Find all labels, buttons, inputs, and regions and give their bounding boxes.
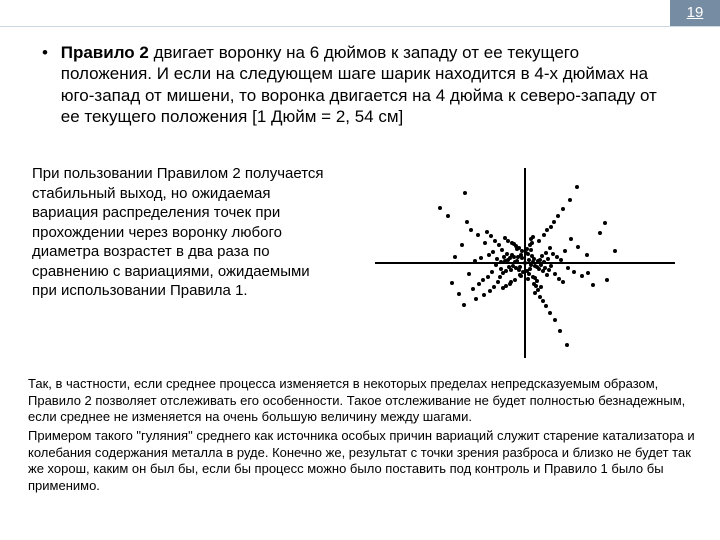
- rule-bullet: • Правило 2 двигает воронку на 6 дюймов …: [42, 42, 682, 127]
- page-number: 19: [670, 0, 720, 26]
- middle-row: При пользовании Правилом 2 получается ст…: [32, 164, 692, 366]
- bullet-marker: •: [42, 42, 56, 63]
- mid-paragraph: При пользовании Правилом 2 получается ст…: [32, 164, 332, 301]
- bottom-paragraph-2: Примером такого "гуляния" среднего как и…: [28, 428, 698, 495]
- bullet-bold-lead: Правило 2: [61, 43, 149, 62]
- bullet-rest: двигает воронку на 6 дюймов к западу от …: [61, 43, 657, 126]
- header-bar: 19: [0, 0, 720, 27]
- bottom-text: Так, в частности, если среднее процесса …: [28, 376, 698, 496]
- bottom-paragraph-1: Так, в частности, если среднее процесса …: [28, 376, 698, 426]
- scatter-chart: [350, 158, 700, 368]
- bullet-text: Правило 2 двигает воронку на 6 дюймов к …: [61, 42, 671, 127]
- slide-root: 19 • Правило 2 двигает воронку на 6 дюйм…: [0, 0, 720, 540]
- scatter-svg: [350, 158, 700, 368]
